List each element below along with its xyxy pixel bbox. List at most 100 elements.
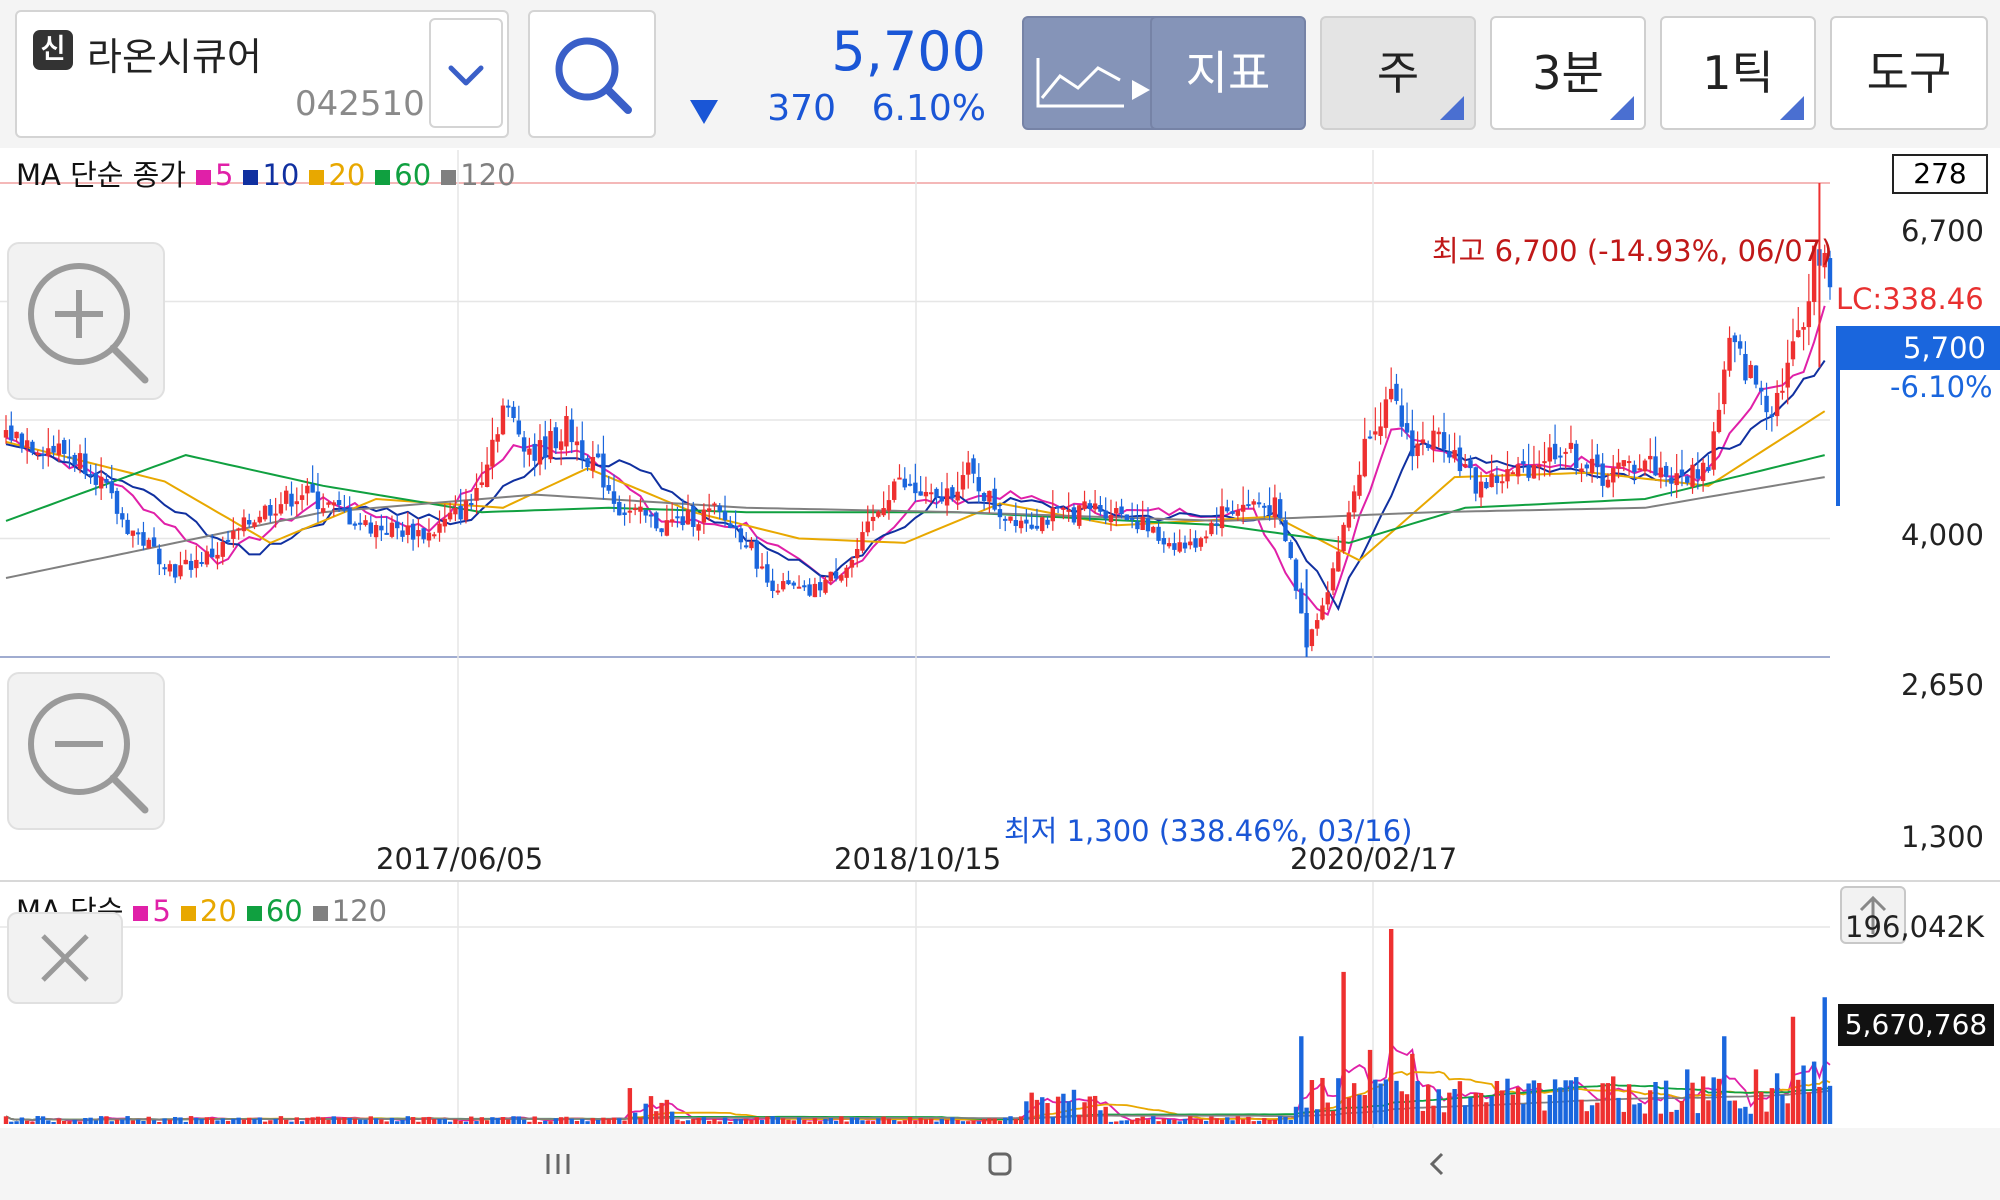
volume-bar — [712, 1118, 717, 1124]
zoom-in-icon — [28, 263, 149, 384]
volume-bar — [558, 1117, 564, 1124]
candle-body — [1605, 479, 1611, 488]
volume-bar — [310, 1117, 315, 1124]
candle-body — [1558, 455, 1563, 458]
candle-body — [358, 522, 363, 525]
volume-max-label: 196,042K — [1845, 910, 1984, 944]
volume-bar — [1172, 1119, 1177, 1124]
candle-body — [432, 534, 437, 537]
candle-body — [1293, 559, 1299, 591]
stock-dropdown-button[interactable] — [429, 18, 503, 128]
volume-bars — [3, 929, 1833, 1124]
candle-body — [1626, 461, 1632, 464]
volume-bar — [336, 1118, 342, 1124]
close-indicator-button[interactable] — [7, 912, 123, 1004]
back-icon[interactable] — [1420, 1146, 1456, 1182]
candle-body — [1029, 524, 1034, 529]
volume-bar — [1505, 1078, 1510, 1124]
candle-body — [860, 532, 865, 551]
legend-swatch — [243, 169, 259, 185]
home-icon[interactable] — [982, 1146, 1018, 1182]
volume-bar — [506, 1119, 511, 1124]
candle-body — [1801, 326, 1806, 330]
volume-bar — [669, 1111, 675, 1124]
volume-bar — [1267, 1119, 1272, 1124]
volume-bar — [363, 1119, 368, 1124]
candle-body — [1611, 468, 1616, 483]
volume-bar — [1468, 1097, 1473, 1124]
period-label: 주 — [1376, 46, 1420, 100]
candle-body — [976, 477, 981, 492]
candle-body — [469, 503, 474, 506]
search-icon — [555, 37, 632, 114]
stock-selector[interactable]: 신 라온시큐어 042510 — [15, 10, 509, 138]
volume-bar — [638, 1117, 643, 1124]
candle-body — [506, 405, 511, 408]
legend-swatch — [133, 905, 149, 921]
candle-body — [1098, 505, 1103, 512]
zoom-in-button[interactable] — [7, 242, 165, 400]
volume-bar — [1114, 1121, 1119, 1124]
volume-bar — [1314, 1109, 1320, 1124]
high-annotation: 최고 6,700 (-14.93%, 06/07) — [1432, 234, 1833, 268]
chart-type-button[interactable] — [1022, 16, 1172, 130]
candle-body — [368, 522, 373, 534]
volume-bar — [923, 1119, 929, 1124]
volume-bar — [1674, 1109, 1679, 1124]
volume-bar — [157, 1121, 162, 1124]
volume-bar — [1388, 929, 1394, 1124]
volume-bar — [733, 1119, 738, 1124]
volume-bar — [817, 1121, 823, 1124]
volume-bar — [1552, 1079, 1558, 1124]
recent-apps-icon[interactable] — [540, 1146, 576, 1182]
volume-bar — [1235, 1116, 1241, 1124]
candle-body — [1510, 472, 1515, 475]
indicator-button[interactable]: 지표 — [1150, 16, 1306, 130]
candle-body — [172, 564, 178, 578]
x-date-label: 2017/06/05 — [376, 842, 544, 876]
price-chart[interactable] — [0, 150, 2000, 880]
volume-bar — [61, 1120, 67, 1124]
interval-3min-button[interactable]: 3분 — [1490, 16, 1646, 130]
candle-body — [268, 505, 273, 516]
volume-bar — [474, 1121, 479, 1124]
volume-bar — [1240, 1119, 1246, 1124]
candle-body — [310, 484, 315, 493]
candle-body — [1045, 519, 1050, 525]
legend-vma20: 20 — [199, 894, 237, 928]
volume-bar — [675, 1119, 680, 1124]
volume-bar — [1145, 1119, 1151, 1124]
corner-triangle-icon — [1610, 96, 1634, 120]
candle-body — [373, 525, 379, 538]
candle-body — [379, 525, 384, 531]
candle-body — [564, 416, 569, 447]
volume-bar — [1748, 1113, 1753, 1124]
volume-bar — [1103, 1106, 1108, 1124]
volume-bar — [1537, 1083, 1542, 1124]
candle-body — [1410, 430, 1415, 457]
candle-body — [1537, 465, 1542, 468]
tools-button[interactable]: 도구 — [1830, 16, 1988, 130]
period-week-button[interactable]: 주 — [1320, 16, 1476, 130]
zoom-out-button[interactable] — [7, 672, 165, 830]
volume-bar — [960, 1121, 966, 1124]
tick-1-button[interactable]: 1틱 — [1660, 16, 1816, 130]
candle-body — [1695, 469, 1701, 479]
legend-ma10: 10 — [262, 158, 300, 192]
search-button[interactable] — [528, 10, 656, 138]
volume-bar — [284, 1119, 289, 1124]
panel-divider — [0, 880, 2000, 882]
candle-body — [1642, 460, 1648, 472]
volume-chart[interactable] — [0, 882, 2000, 1128]
candle-body — [617, 501, 622, 516]
volume-bar — [1796, 1079, 1801, 1124]
volume-bar — [765, 1116, 770, 1124]
scroll-top-button[interactable] — [1840, 886, 1906, 944]
volume-bar — [114, 1119, 120, 1124]
candle-body — [738, 528, 744, 543]
candle-body — [77, 453, 83, 469]
candle-body — [1214, 523, 1219, 526]
candle-body — [881, 508, 886, 516]
volume-bar — [860, 1120, 865, 1124]
volume-bar — [458, 1120, 463, 1124]
